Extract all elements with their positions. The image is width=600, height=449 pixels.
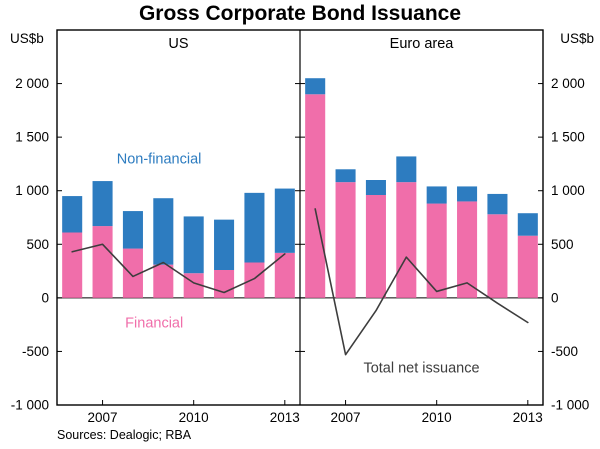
- net-issuance-line: [314, 208, 529, 356]
- bar-segment-financial: [426, 203, 447, 298]
- bar-segment-non-financial: [122, 211, 143, 249]
- bar-segment-non-financial: [426, 186, 447, 204]
- bar-segment-financial: [457, 201, 478, 298]
- panel-label: Euro area: [390, 36, 455, 52]
- bar-segment-non-financial: [244, 192, 265, 263]
- y-tick-label-right: 2 000: [551, 76, 585, 91]
- bar-segment-financial: [153, 264, 174, 298]
- bar-segment-non-financial: [92, 181, 113, 227]
- y-tick-label-left: 1 000: [15, 183, 49, 198]
- y-tick-label-right: -1 000: [551, 398, 589, 413]
- y-tick-label-left: 1 500: [15, 130, 49, 145]
- series-label-non-financial: Non-financial: [117, 152, 202, 168]
- series-label-total-net-issuance: Total net issuance: [363, 361, 479, 377]
- bar-segment-financial: [214, 270, 235, 298]
- series-label-financial: Financial: [125, 316, 183, 332]
- bar-segment-financial: [517, 235, 538, 298]
- bar-segment-financial: [92, 226, 113, 298]
- y-tick-label-left: 2 000: [15, 76, 49, 91]
- bar-segment-non-financial: [305, 78, 326, 95]
- bar-segment-non-financial: [153, 198, 174, 265]
- bar-segment-non-financial: [274, 188, 295, 253]
- bar-segment-financial: [365, 195, 386, 298]
- y-axis-unit-left: US$b: [10, 31, 44, 46]
- bar-segment-non-financial: [396, 156, 417, 183]
- y-tick-label-right: 500: [551, 237, 574, 252]
- bar-segment-non-financial: [183, 216, 204, 274]
- chart-title: Gross Corporate Bond Issuance: [138, 2, 462, 25]
- bar-segment-financial: [305, 94, 326, 298]
- y-tick-label-right: 1 000: [551, 183, 585, 198]
- x-tick-label: 2010: [422, 410, 452, 425]
- net-issuance-line: [71, 243, 286, 294]
- y-tick-label-right: 1 500: [551, 130, 585, 145]
- bar-segment-financial: [335, 182, 356, 298]
- bar-segment-non-financial: [214, 219, 235, 270]
- y-tick-label-right: 0: [551, 290, 559, 305]
- bar-segment-financial: [244, 262, 265, 298]
- bar-segment-non-financial: [517, 213, 538, 236]
- x-tick-label: 2007: [88, 410, 118, 425]
- y-axis-unit-right: US$b: [560, 31, 594, 46]
- source-note: Sources: Dealogic; RBA: [57, 428, 192, 442]
- bar-segment-financial: [122, 248, 143, 298]
- panel-label: US: [168, 36, 188, 52]
- x-tick-label: 2007: [331, 410, 361, 425]
- y-tick-label-right: -500: [551, 344, 578, 359]
- y-tick-label-left: -500: [22, 344, 49, 359]
- bar-segment-financial: [62, 232, 83, 298]
- x-tick-label: 2013: [270, 410, 300, 425]
- bar-segment-financial: [274, 252, 295, 298]
- y-tick-label-left: 0: [41, 290, 49, 305]
- y-tick-label-left: 500: [26, 237, 49, 252]
- bar-segment-non-financial: [487, 193, 508, 215]
- bar-segment-non-financial: [335, 169, 356, 183]
- bar-segment-non-financial: [365, 180, 386, 195]
- bar-segment-non-financial: [62, 196, 83, 233]
- bar-segment-financial: [396, 182, 417, 298]
- bar-segment-financial: [487, 214, 508, 298]
- x-tick-label: 2013: [513, 410, 543, 425]
- y-tick-label-left: -1 000: [11, 398, 49, 413]
- x-tick-label: 2010: [179, 410, 209, 425]
- bar-segment-non-financial: [457, 186, 478, 202]
